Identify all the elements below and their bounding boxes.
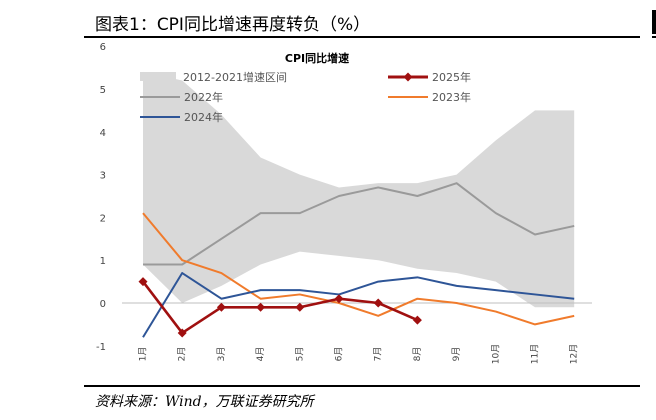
x-tick-label: 12月 (569, 344, 580, 364)
adjacent-figure-rule (652, 36, 656, 38)
legend-label-2025年: 2025年 (432, 70, 471, 84)
legend-swatch-band (140, 72, 176, 81)
x-tick-label: 8月 (412, 347, 423, 362)
x-tick-label: 11月 (530, 344, 541, 364)
range-band-2012-2021 (143, 71, 575, 308)
bottom-rule (84, 385, 640, 387)
data-point-2025年 (373, 298, 383, 308)
legend-label-band: 2012-2021增速区间 (183, 70, 287, 84)
y-tick-label: -1 (96, 342, 106, 353)
data-point-2025年 (256, 302, 266, 312)
top-rule (84, 36, 640, 38)
x-tick-label: 7月 (373, 347, 384, 362)
legend-label-2024年: 2024年 (184, 110, 223, 124)
data-point-2025年 (216, 302, 226, 312)
data-point-2025年 (295, 302, 305, 312)
series-line-2023年 (142, 212, 575, 326)
y-tick-label: 0 (100, 299, 106, 310)
x-tick-label: 2月 (177, 347, 188, 362)
data-point-2025年 (334, 294, 344, 304)
data-point-2025年 (138, 277, 148, 287)
y-tick-label: 3 (100, 171, 106, 182)
y-tick-label: 1 (100, 256, 106, 267)
data-point-2025年 (177, 328, 187, 338)
x-tick-label: 1月 (138, 347, 149, 362)
legend-label-2022年: 2022年 (184, 90, 223, 104)
series-line-2025年 (141, 280, 418, 335)
adjacent-figure-edge (652, 10, 656, 34)
series-line-2024年 (142, 272, 575, 338)
x-tick-label: 10月 (490, 344, 501, 364)
legend-label-2023年: 2023年 (432, 90, 471, 104)
source-note: 资料来源：Wind，万联证券研究所 (95, 394, 314, 410)
series-line-2022年 (143, 182, 575, 266)
x-tick-label: 9月 (451, 347, 462, 362)
y-tick-label: 5 (100, 85, 106, 96)
data-point-2025年 (412, 315, 422, 325)
legend-marker-2025年 (403, 72, 413, 82)
x-tick-label: 5月 (294, 347, 305, 362)
y-tick-label: 4 (100, 128, 106, 139)
x-tick-label: 3月 (216, 347, 227, 362)
y-tick-label: 6 (100, 42, 106, 53)
x-tick-label: 6月 (334, 347, 345, 362)
x-tick-label: 4月 (255, 347, 266, 362)
figure-title: 图表1：CPI同比增速再度转负（%） (95, 15, 371, 35)
chart-title: CPI同比增速 (285, 51, 349, 65)
y-tick-label: 2 (100, 213, 106, 224)
